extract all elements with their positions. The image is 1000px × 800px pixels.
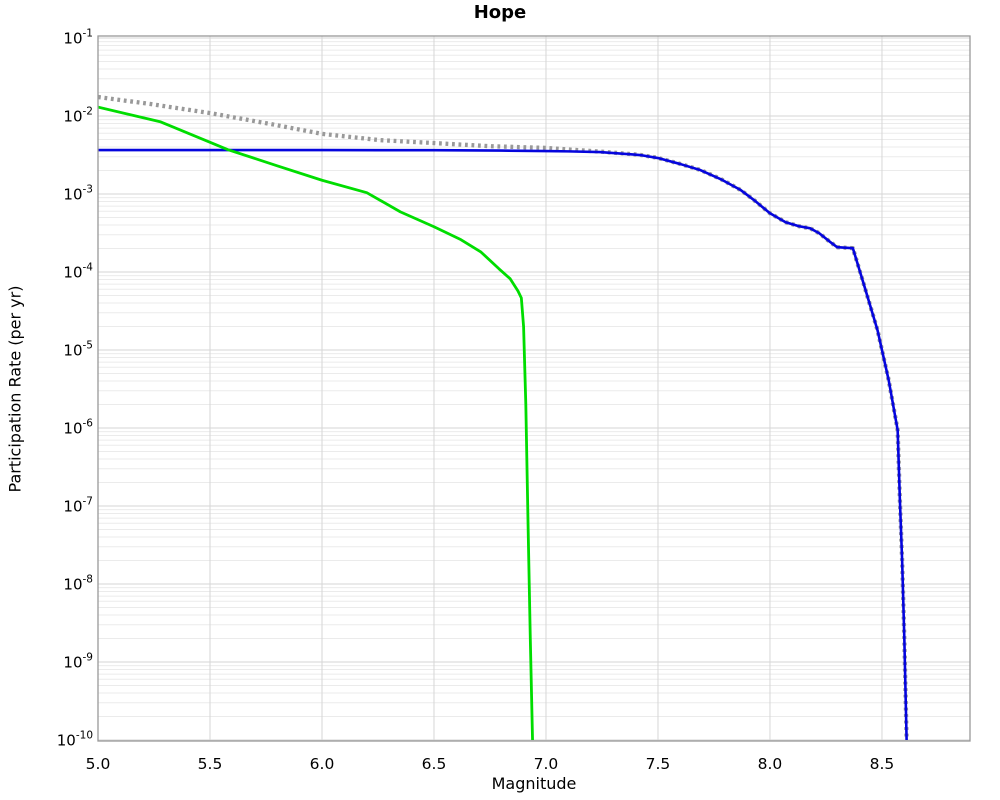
chart-title: Hope [473,2,527,23]
y-tick-label: 10-2 [63,106,93,126]
y-tick-label: 10-5 [63,340,93,360]
y-tick-label: 10-6 [63,418,93,438]
x-tick-label: 6.0 [310,755,335,773]
y-tick-label: 10-4 [63,262,93,282]
y-tick-label: 10-8 [63,574,93,594]
y-tick-labels: 10-1 10-2 10-3 10-4 10-5 10-6 10-7 10-8 10-9 10-1… [57,28,94,750]
x-tick-label: 6.5 [422,755,447,773]
x-tick-label: 5.5 [198,755,223,773]
x-tick-label: 7.0 [534,755,559,773]
grid-major-horizontal [98,37,970,741]
series-total-rate-dotted [98,94,909,741]
series-gutenberg-richter-green-solid [98,105,534,741]
series-characteristic-blue-solid [98,148,908,741]
y-tick-label: 10-10 [57,730,93,750]
grid-minor-horizontal [98,41,970,718]
grid-major-vertical [209,36,883,741]
plot-frame [97,35,971,742]
y-tick-label: 10-9 [63,652,93,672]
x-tick-labels: 5.0 5.5 6.0 6.5 7.0 7.5 8.0 8.5 [86,755,895,773]
plot-background [98,36,970,741]
y-tick-label: 10-7 [63,496,93,516]
y-axis-label: Participation Rate (per yr) [5,285,25,493]
x-tick-label: 5.0 [86,755,111,773]
x-tick-label: 8.0 [758,755,783,773]
x-axis-label: Magnitude [491,774,577,793]
y-tick-label: 10-3 [63,184,93,204]
x-tick-label: 7.5 [646,755,671,773]
y-tick-label: 10-1 [63,28,93,48]
x-tick-label: 8.5 [870,755,895,773]
